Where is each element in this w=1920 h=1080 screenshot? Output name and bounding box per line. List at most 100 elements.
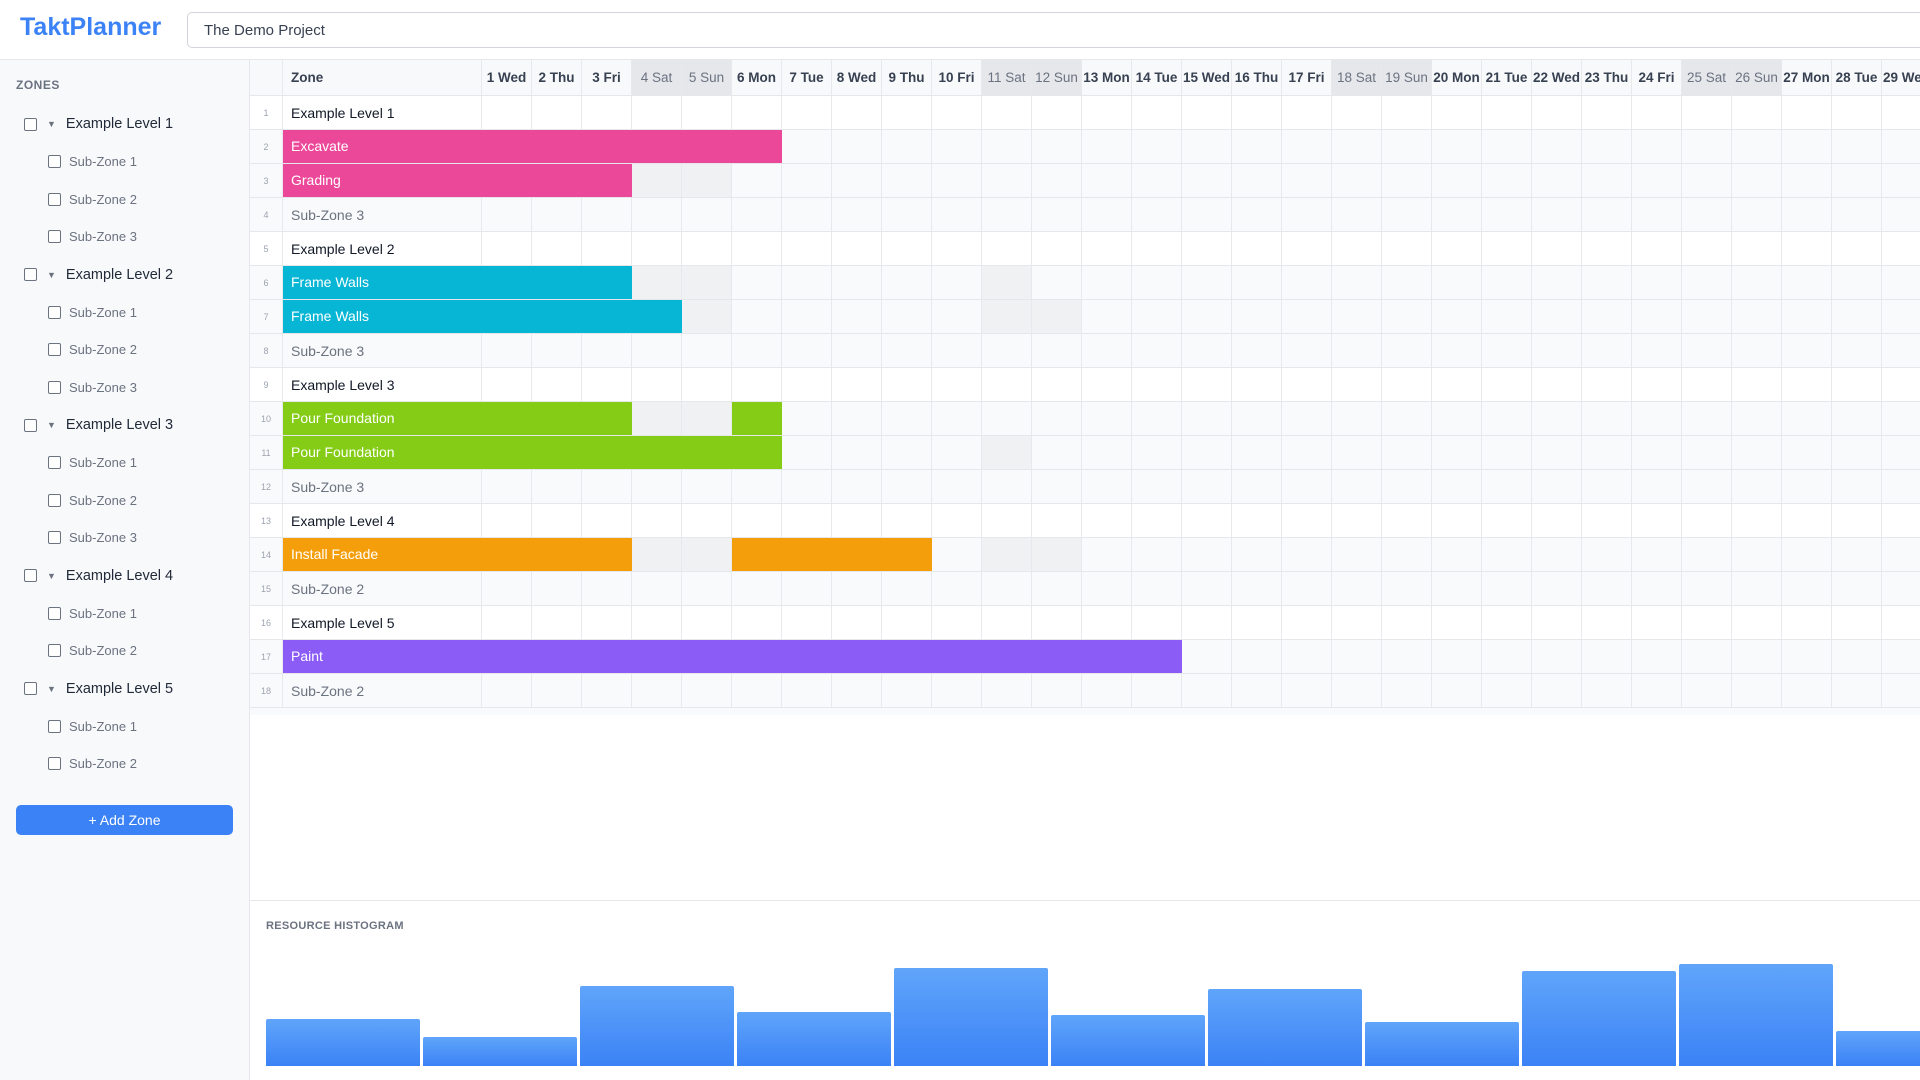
day-cell[interactable] xyxy=(882,164,932,197)
day-header[interactable]: 9 Thu xyxy=(882,60,932,95)
day-cell[interactable] xyxy=(1632,198,1682,231)
day-cell[interactable] xyxy=(1532,368,1582,401)
day-cell[interactable] xyxy=(632,334,682,367)
day-cell[interactable] xyxy=(1432,504,1482,537)
day-header[interactable]: 24 Fri xyxy=(1632,60,1682,95)
day-cell[interactable] xyxy=(782,436,832,469)
day-cell[interactable] xyxy=(1732,640,1782,673)
day-cell[interactable] xyxy=(1782,538,1832,571)
day-cell[interactable] xyxy=(1832,538,1882,571)
day-header[interactable]: 20 Mon xyxy=(1432,60,1482,95)
day-cell[interactable] xyxy=(782,232,832,265)
app-logo[interactable]: TaktPlanner xyxy=(20,13,162,41)
day-cell[interactable] xyxy=(532,470,582,503)
day-cell[interactable] xyxy=(1032,198,1082,231)
day-cell[interactable] xyxy=(932,606,982,639)
collapse-triangle-icon[interactable]: ▼ xyxy=(47,119,56,129)
day-cell[interactable] xyxy=(1882,504,1920,537)
day-cell[interactable] xyxy=(832,334,882,367)
day-cell[interactable] xyxy=(1132,232,1182,265)
day-cell[interactable] xyxy=(1632,232,1682,265)
day-cell[interactable] xyxy=(1182,198,1232,231)
day-cell[interactable] xyxy=(1332,504,1382,537)
day-header[interactable]: 15 Wed xyxy=(1182,60,1232,95)
day-cell[interactable] xyxy=(1782,266,1832,299)
checkbox[interactable] xyxy=(48,757,61,771)
day-cell[interactable] xyxy=(1482,606,1532,639)
day-cell[interactable] xyxy=(1432,300,1482,333)
day-cell[interactable] xyxy=(1132,368,1182,401)
day-cell[interactable] xyxy=(1882,300,1920,333)
day-cell[interactable] xyxy=(1482,130,1532,163)
day-cell[interactable] xyxy=(1832,572,1882,605)
day-cell[interactable] xyxy=(1582,640,1632,673)
day-cell[interactable] xyxy=(1182,504,1232,537)
day-cell[interactable] xyxy=(1532,436,1582,469)
day-cell[interactable] xyxy=(1732,402,1782,435)
day-cell[interactable] xyxy=(1182,606,1232,639)
day-cell[interactable] xyxy=(632,504,682,537)
checkbox[interactable] xyxy=(24,268,37,281)
day-cell[interactable] xyxy=(982,470,1032,503)
day-cell[interactable] xyxy=(1232,606,1282,639)
day-cell[interactable] xyxy=(1282,538,1332,571)
day-cell[interactable] xyxy=(1132,538,1182,571)
day-header[interactable]: 25 Sat xyxy=(1682,60,1732,95)
day-cell[interactable] xyxy=(1732,164,1782,197)
day-cell[interactable] xyxy=(782,606,832,639)
day-cell[interactable] xyxy=(1582,198,1632,231)
day-header[interactable]: 11 Sat xyxy=(982,60,1032,95)
day-cell[interactable] xyxy=(1082,436,1132,469)
day-cell[interactable] xyxy=(1282,232,1332,265)
day-cell[interactable] xyxy=(1482,334,1532,367)
day-cell[interactable] xyxy=(1332,538,1382,571)
sub-zone-item[interactable]: Sub-Zone 2 xyxy=(0,482,250,520)
day-header[interactable]: 21 Tue xyxy=(1482,60,1532,95)
day-cell[interactable] xyxy=(1232,538,1282,571)
day-cell[interactable] xyxy=(982,504,1032,537)
day-cell[interactable] xyxy=(1232,504,1282,537)
checkbox[interactable] xyxy=(24,682,37,695)
day-cell[interactable] xyxy=(532,572,582,605)
day-cell[interactable] xyxy=(1682,96,1732,129)
day-cell[interactable] xyxy=(1482,538,1532,571)
day-cell[interactable] xyxy=(832,198,882,231)
day-cell[interactable] xyxy=(832,300,882,333)
day-cell[interactable] xyxy=(882,300,932,333)
day-cell[interactable] xyxy=(1882,572,1920,605)
day-cell[interactable] xyxy=(1432,538,1482,571)
day-cell[interactable] xyxy=(1332,674,1382,707)
day-cell[interactable] xyxy=(1332,198,1382,231)
day-header[interactable]: 22 Wed xyxy=(1532,60,1582,95)
day-cell[interactable] xyxy=(1232,470,1282,503)
day-cell[interactable] xyxy=(782,164,832,197)
day-header[interactable]: 19 Sun xyxy=(1382,60,1432,95)
day-cell[interactable] xyxy=(1732,436,1782,469)
task-bar[interactable]: Grading xyxy=(283,164,632,197)
day-cell[interactable] xyxy=(682,368,732,401)
day-header[interactable]: 12 Sun xyxy=(1032,60,1082,95)
day-cell[interactable] xyxy=(1882,538,1920,571)
day-cell[interactable] xyxy=(1182,674,1232,707)
day-cell[interactable] xyxy=(1332,96,1382,129)
zone-cell[interactable]: Sub-Zone 3 xyxy=(283,198,482,231)
day-cell[interactable] xyxy=(982,572,1032,605)
day-cell[interactable] xyxy=(1732,572,1782,605)
zone-cell[interactable]: Sub-Zone 3 xyxy=(283,470,482,503)
day-cell[interactable] xyxy=(1682,300,1732,333)
day-cell[interactable] xyxy=(1532,334,1582,367)
day-cell[interactable] xyxy=(1632,266,1682,299)
checkbox[interactable] xyxy=(48,192,61,206)
day-cell[interactable] xyxy=(1682,470,1732,503)
day-cell[interactable] xyxy=(1032,436,1082,469)
day-cell[interactable] xyxy=(1582,436,1632,469)
day-cell[interactable] xyxy=(1032,300,1082,333)
sub-zone-item[interactable]: Sub-Zone 1 xyxy=(0,143,250,181)
day-cell[interactable] xyxy=(682,504,732,537)
day-cell[interactable] xyxy=(532,232,582,265)
day-cell[interactable] xyxy=(782,198,832,231)
day-cell[interactable] xyxy=(1282,606,1332,639)
day-cell[interactable] xyxy=(982,436,1032,469)
day-cell[interactable] xyxy=(1482,164,1532,197)
day-cell[interactable] xyxy=(682,198,732,231)
